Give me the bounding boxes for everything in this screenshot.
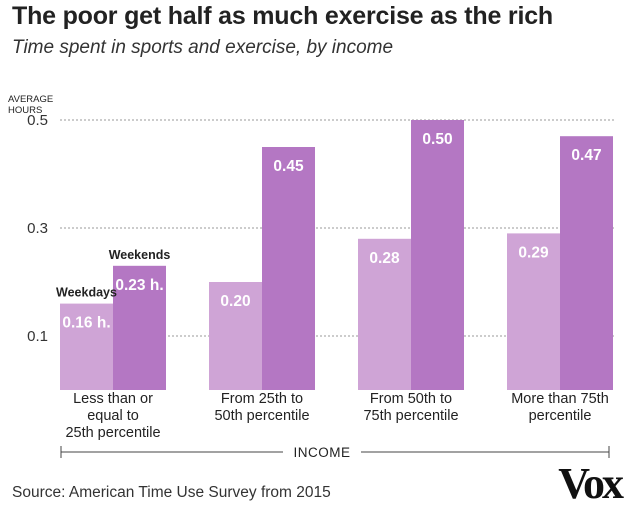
- category-label: 25th percentile: [65, 425, 160, 441]
- weekdays-value-label: 0.16 h.: [62, 315, 110, 332]
- y-tick-label: 0.5: [27, 112, 48, 129]
- weekends-bar: [113, 265, 166, 390]
- category-label: Less than or: [73, 391, 153, 407]
- weekdays-value-label: 0.29: [518, 244, 549, 261]
- y-tick-label: 0.3: [27, 220, 48, 237]
- y-axis-label-line: AVERAGE: [8, 94, 53, 105]
- category-label: 50th percentile: [214, 408, 309, 424]
- category-label: equal to: [87, 408, 139, 424]
- weekdays-value-label: 0.28: [369, 250, 400, 267]
- weekdays-value-label: 0.20: [220, 293, 250, 310]
- weekends-value-label: 0.47: [571, 147, 601, 164]
- source-note: Source: American Time Use Survey from 20…: [12, 484, 331, 501]
- weekdays-bar: [358, 238, 411, 390]
- chart-title: The poor get half as much exercise as th…: [12, 2, 553, 30]
- category-label: More than 75th: [511, 391, 609, 407]
- weekdays-bar: [507, 233, 560, 390]
- weekends-value-label: 0.45: [273, 158, 304, 175]
- weekends-bar: [262, 147, 315, 390]
- weekends-annotation: Weekends: [109, 248, 171, 262]
- weekdays-bar: [209, 282, 262, 390]
- x-axis-label: INCOME: [294, 445, 351, 460]
- weekends-value-label: 0.23 h.: [115, 277, 163, 294]
- category-label: percentile: [529, 408, 592, 424]
- category-label: 75th percentile: [363, 408, 458, 424]
- vox-logo: Vox: [558, 459, 624, 508]
- weekdays-bar: [60, 303, 113, 390]
- category-label: From 25th to: [221, 391, 303, 407]
- weekends-bar: [560, 136, 613, 390]
- weekends-value-label: 0.50: [422, 131, 452, 148]
- y-axis-label-line: HOURS: [8, 105, 42, 116]
- y-tick-label: 0.1: [27, 328, 48, 345]
- weekdays-annotation: Weekdays: [56, 286, 117, 300]
- weekends-bar: [411, 120, 464, 390]
- category-label: From 50th to: [370, 391, 452, 407]
- chart-subtitle: Time spent in sports and exercise, by in…: [12, 37, 394, 58]
